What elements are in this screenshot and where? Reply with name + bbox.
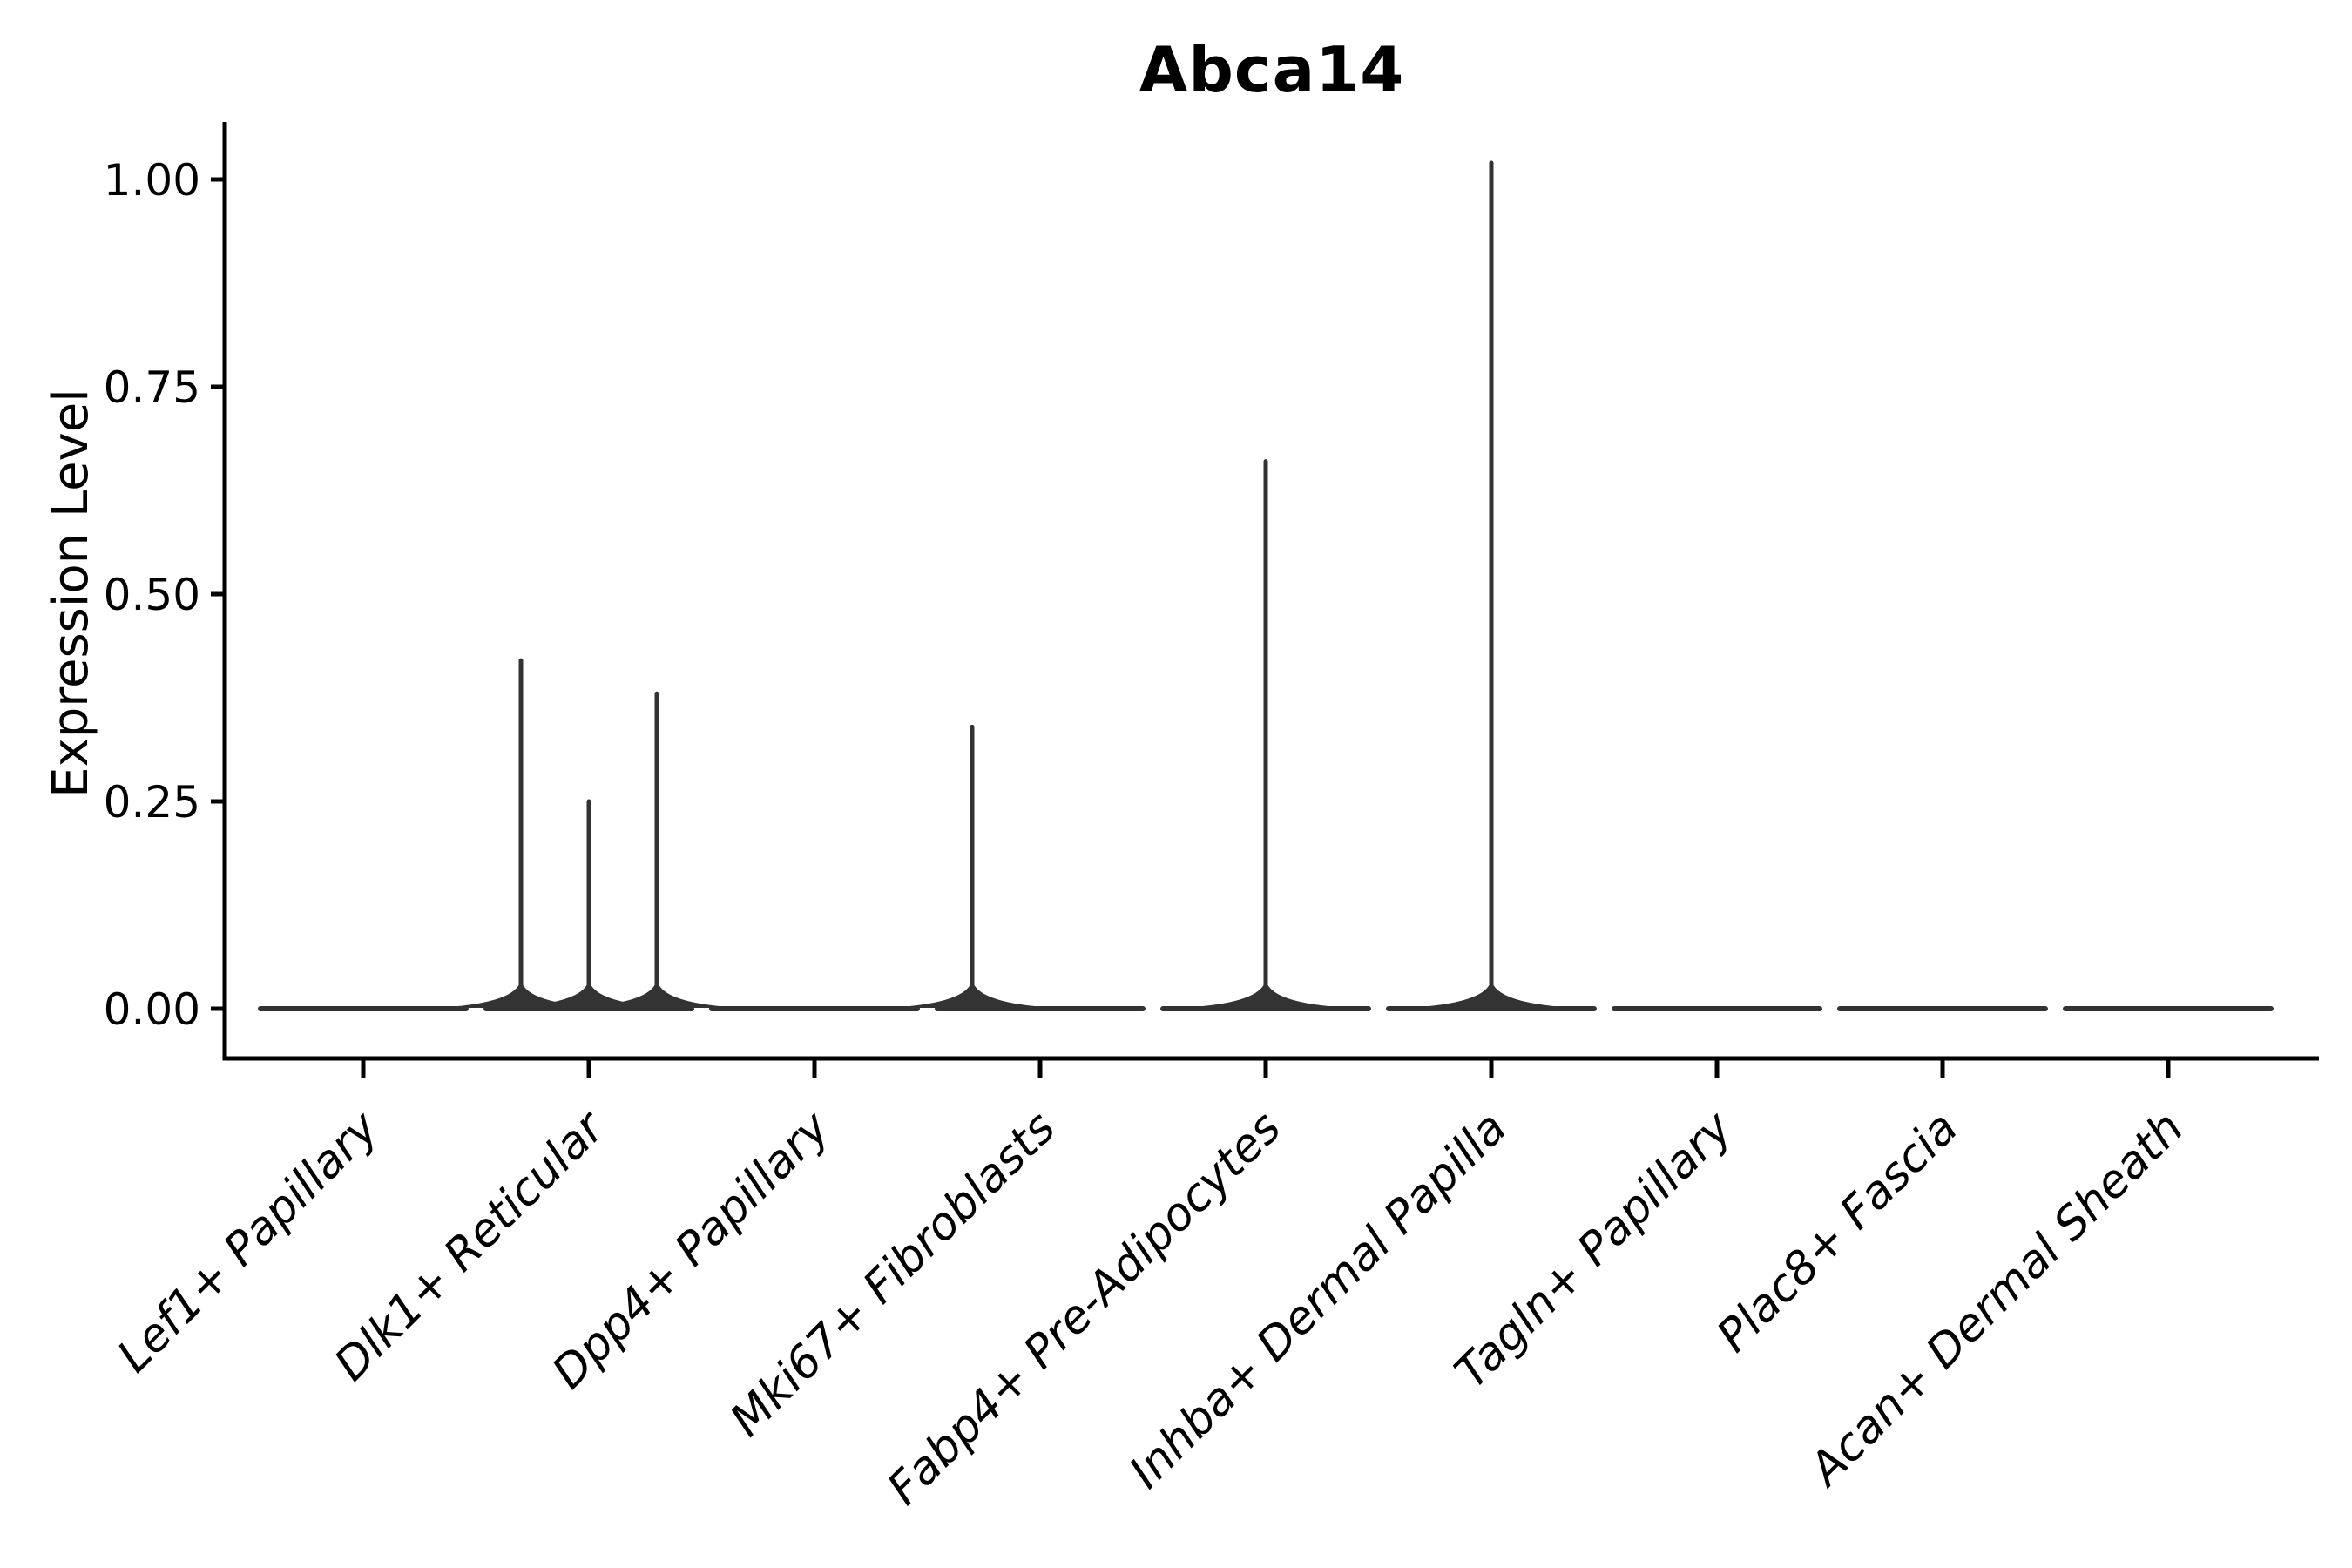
y-tick-label: 0.00 <box>104 984 200 1035</box>
x-tick-label: Plac8+ Fascia <box>1707 1102 1968 1362</box>
x-tick-label: Fabp4+ Pre-Adipocytes <box>878 1102 1292 1516</box>
y-tick-label: 0.75 <box>104 362 200 413</box>
plot-title: Abca14 <box>1139 33 1405 106</box>
y-tick-label: 1.00 <box>104 155 200 206</box>
y-tick-label: 0.25 <box>104 777 200 828</box>
x-tick-label: Acan+ Dermal Sheath <box>1798 1102 2193 1497</box>
y-tick-label: 0.50 <box>104 570 200 620</box>
x-tick-label: Inhba+ Dermal Papilla <box>1119 1102 1517 1499</box>
